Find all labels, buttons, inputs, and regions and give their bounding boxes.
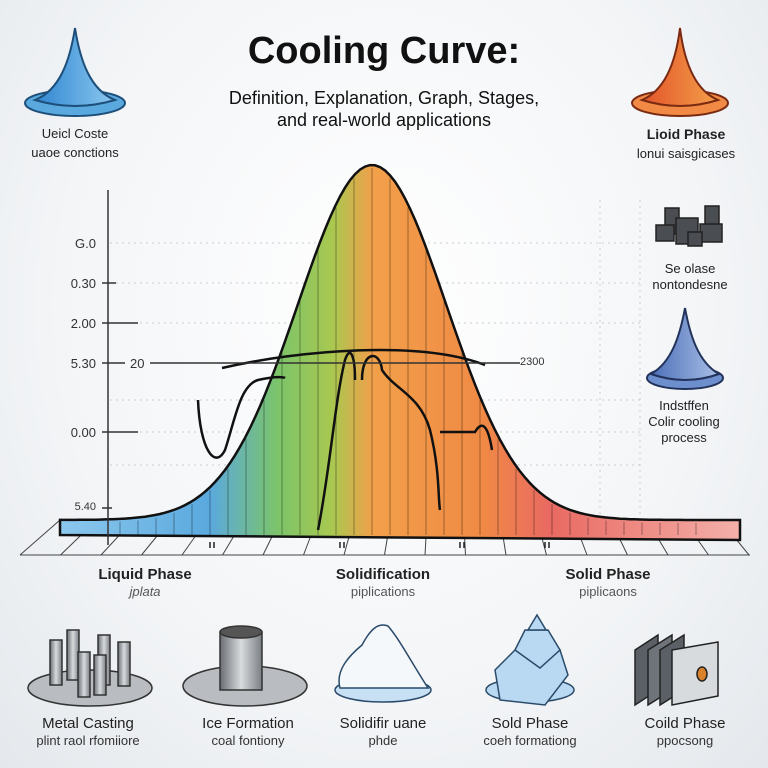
y-tick-label: 0.00 [70,425,96,440]
application-sublabel: phde [368,733,398,748]
orange-cone-icon [631,27,729,117]
floor-grid-line [19,519,61,556]
inner-label-left: 20 [130,356,145,371]
metal-cylinders-icon [27,629,153,707]
y-tick-label: G.0 [75,236,96,251]
subtitle-line-1: Definition, Explanation, Graph, Stages, [228,88,540,108]
top-right-sublabel: lonui saisgicases [636,146,736,161]
application-label: Sold Phase [491,715,569,732]
right-middle-sublabel: nontondesne [652,277,728,292]
metal-can-icon [182,625,308,707]
page-title: Cooling Curve: [247,30,521,72]
plates-icon [634,633,719,707]
blue-cone-icon [646,307,724,390]
application-label: Solidifir uane [339,715,427,732]
y-tick-label: 5.30 [70,356,96,371]
application-label: Coild Phase [644,715,726,732]
y-tick-label: 0.30 [70,276,96,291]
phase-label-liquid: Liquid Phase [98,566,192,583]
inner-label-right: 2300 [520,356,545,368]
plateau-curves [196,348,494,531]
phase-sublabel-solid: piplicaons [579,584,637,599]
floor-markers [209,542,550,548]
phase-label-solid: Solid Phase [565,566,651,583]
y-tick-label: 2.00 [70,316,96,331]
top-right-label: Lioid Phase [646,126,726,142]
top-left-label: Ueicl Coste [41,126,109,141]
snow-pile-icon [334,624,432,703]
cooling-curve-area [58,163,742,542]
y-tick-label: 5.40 [74,501,96,513]
right-lower-label-2: Colir cooling [648,414,720,429]
ice-blocks-icon [485,613,575,706]
dark-cubes-icon [655,205,723,247]
phase-sublabel-solidification: piplications [350,584,416,599]
application-sublabel: ppocsong [656,733,714,748]
application-sublabel: plint raol rfomiiore [36,733,140,748]
curve-contour-lines [119,168,697,535]
application-sublabel: coeh formationg [483,733,577,748]
right-middle-label: Se olase [664,261,716,276]
right-lower-label-1: Indstffen [659,398,709,413]
subtitle-line-2: and real-world applications [276,110,492,130]
phase-label-solidification: Solidification [335,566,431,583]
application-sublabel: coal fontiony [211,733,285,748]
top-left-sublabel: uaoe conctions [31,145,119,160]
y-axis [102,190,520,545]
phase-sublabel-liquid: jplata [129,584,161,599]
blue-cone-icon [24,27,126,117]
application-label: Ice Formation [202,715,294,732]
application-label: Metal Casting [42,715,134,732]
right-lower-label-3: process [661,430,707,445]
